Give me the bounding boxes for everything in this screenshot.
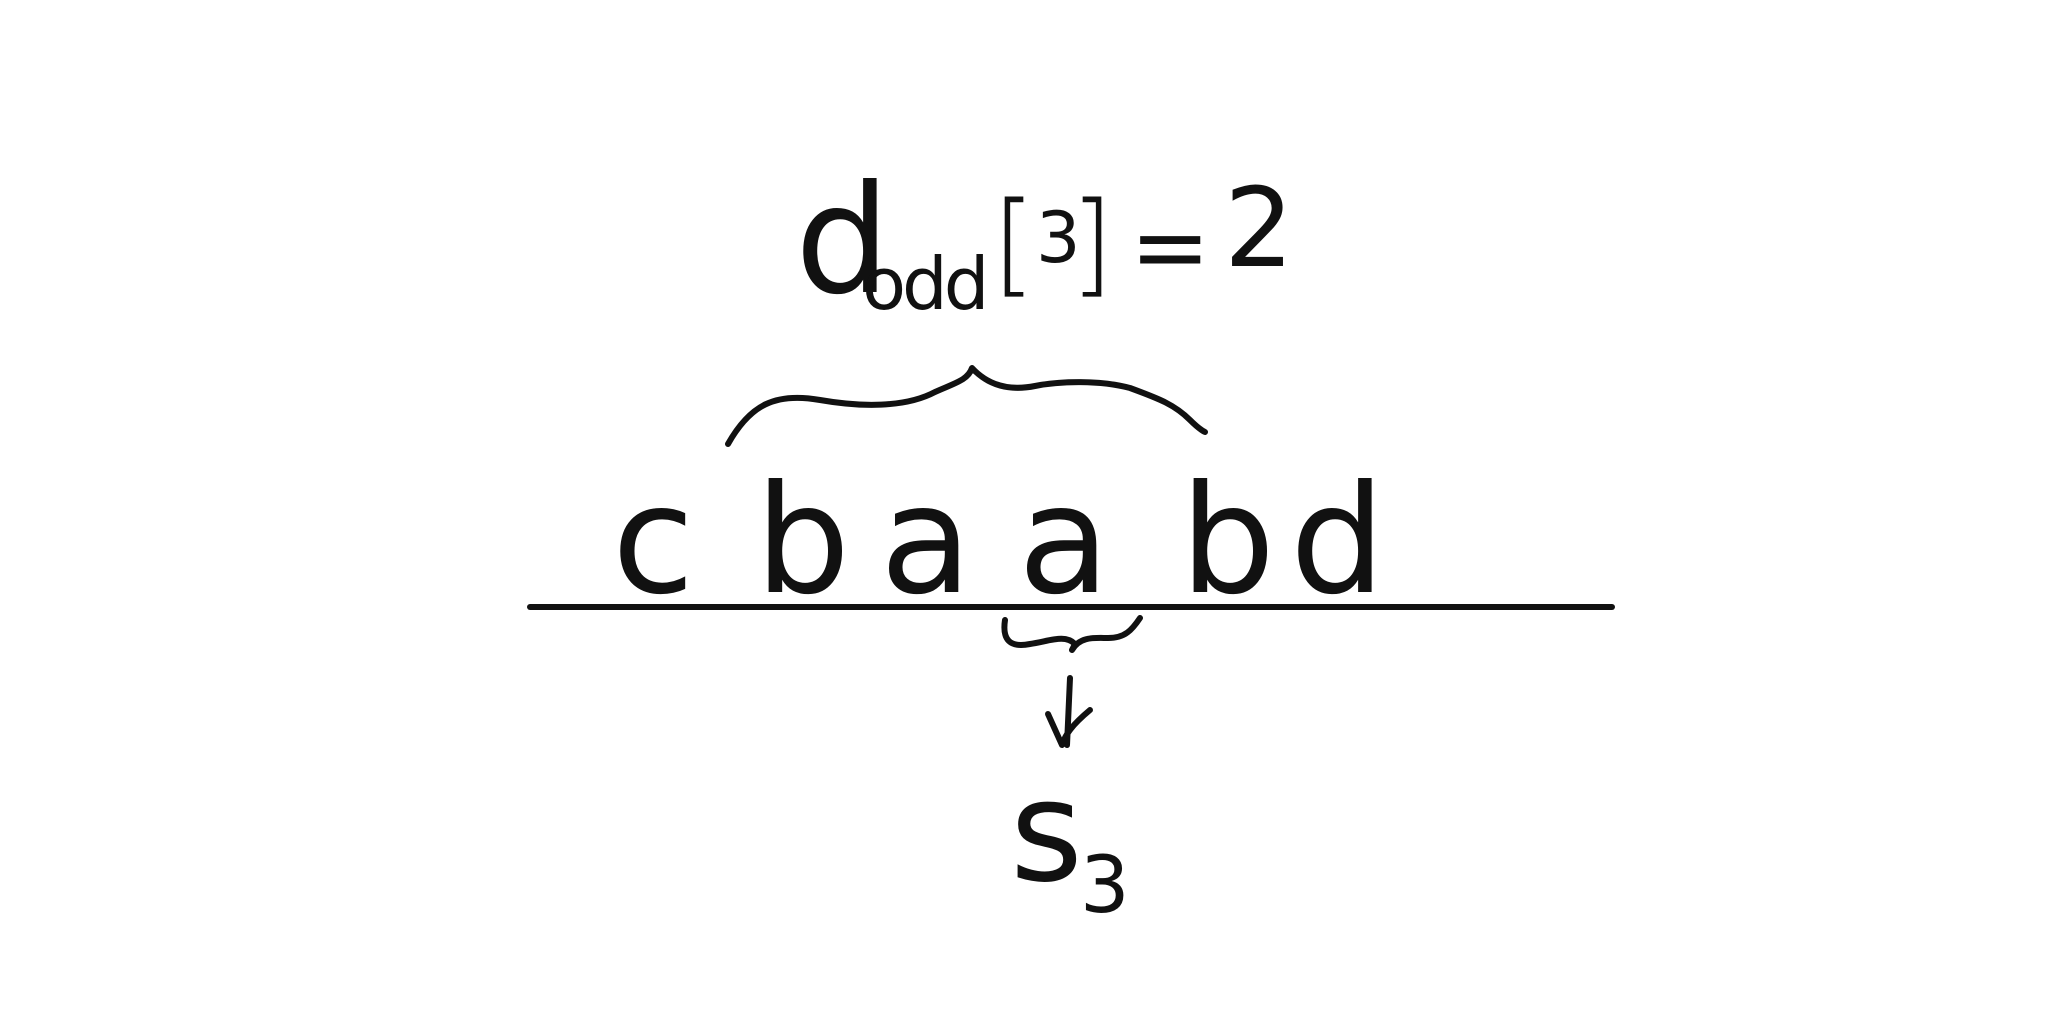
formula-value: 2: [1224, 164, 1294, 292]
top-curly-brace: [725, 365, 1208, 447]
result-subscript: 3: [1080, 841, 1130, 931]
string-char-1: c: [612, 454, 694, 628]
bottom-curly-brace: [1001, 615, 1143, 653]
string: c b a a b d: [612, 454, 1385, 628]
formula-bracket-open: [: [992, 179, 1036, 309]
string-char-5: b: [1180, 454, 1275, 628]
formula: d odd [ 3 ] = 2: [795, 154, 1294, 328]
down-arrow-icon: [1045, 675, 1093, 748]
string-char-2: b: [755, 454, 850, 628]
formula-index: 3: [1036, 197, 1081, 279]
result-s: s: [1010, 751, 1083, 914]
formula-equals: =: [1130, 191, 1210, 303]
result: s 3: [1010, 751, 1130, 931]
formula-bracket-close: ]: [1070, 179, 1114, 309]
string-char-3: a: [880, 454, 972, 628]
string-char-4: a: [1018, 454, 1110, 628]
formula-d: d: [795, 154, 890, 328]
string-char-6: d: [1290, 454, 1385, 628]
formula-subscript-odd: odd: [862, 242, 985, 326]
